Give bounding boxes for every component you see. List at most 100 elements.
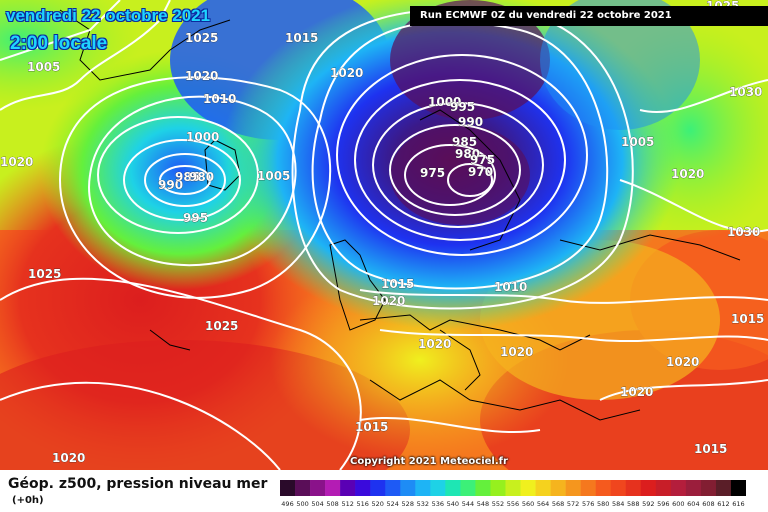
legend-label-512: 512 <box>341 500 353 508</box>
legend-label-576: 576 <box>582 500 594 508</box>
legend-label-496: 496 <box>281 500 293 508</box>
legend-label-568: 568 <box>552 500 564 508</box>
isobar-1000-atl: 1000 <box>186 130 219 144</box>
legend-swatch-572 <box>565 480 581 496</box>
forecast-date: vendredi 22 octobre 2021 <box>6 6 211 25</box>
isobar-1015-north: 1015 <box>285 31 318 45</box>
isobar-1005-east: 1005 <box>621 135 654 149</box>
lead-time: (+0h) <box>12 495 44 506</box>
legend-swatch-568 <box>550 480 566 496</box>
legend-swatch-584 <box>610 480 627 496</box>
forecast-time: 2:00 locale <box>10 33 108 54</box>
field-title: Géop. z500, pression niveau mer <box>8 476 268 492</box>
legend-label-552: 552 <box>492 500 504 508</box>
isobar-1020-west: 1020 <box>0 155 33 169</box>
isobar-1005-atl: 1005 <box>257 169 290 183</box>
low-970-scand: 970 <box>468 165 493 179</box>
legend-label-500: 500 <box>296 500 308 508</box>
isobars <box>0 0 768 470</box>
legend-swatch-516 <box>355 480 371 496</box>
isobar-1020-north: 1020 <box>330 66 363 80</box>
legend-swatch-552 <box>490 480 506 496</box>
legend-swatch-608 <box>700 480 717 496</box>
isobar-1015-se: 1015 <box>694 442 727 456</box>
legend-swatch-508 <box>325 480 341 496</box>
legend-label-532: 532 <box>417 500 429 508</box>
legend-swatch-536 <box>430 480 446 496</box>
legend-swatch-496 <box>280 480 296 496</box>
legend-label-536: 536 <box>432 500 444 508</box>
legend-label-524: 524 <box>387 500 399 508</box>
isobar-975-scand-w: 975 <box>420 166 445 180</box>
color-scale-legend: 496 500 504 508 512 516 520 524 528 532 536 540 544 5… <box>280 480 746 508</box>
isobar-1020-turk: 1020 <box>666 355 699 369</box>
low-990-atl: 990 <box>158 178 183 192</box>
isobar-1010-central: 1010 <box>494 280 527 294</box>
low-980-atl: 980 <box>189 170 214 184</box>
legend-label-540: 540 <box>447 500 459 508</box>
isobar-990-scand: 990 <box>458 115 483 129</box>
isobar-985-scand: 985 <box>452 135 477 149</box>
legend-label-596: 596 <box>657 500 669 508</box>
legend-label-544: 544 <box>462 500 474 508</box>
model-run-info: Run ECMWF 0Z du vendredi 22 octobre 2021 <box>410 6 768 26</box>
legend-label-556: 556 <box>507 500 519 508</box>
isobar-1015-africa: 1015 <box>355 420 388 434</box>
legend-swatch-612 <box>715 480 732 496</box>
legend-label-528: 528 <box>402 500 414 508</box>
legend-label-600: 600 <box>672 500 684 508</box>
isobar-1005-west: 1005 <box>27 60 60 74</box>
isobar-1030-east: 1030 <box>727 225 760 239</box>
isobar-1025-azores: 1025 <box>205 319 238 333</box>
legend-swatch-592 <box>640 480 657 496</box>
legend-label-612: 612 <box>717 500 729 508</box>
legend-label-516: 516 <box>356 500 368 508</box>
legend-swatch-560 <box>520 480 536 496</box>
isobar-980-scand: 980 <box>455 147 480 161</box>
copyright-notice: Copyright 2021 Meteociel.fr <box>350 456 508 467</box>
legend-swatch-564 <box>535 480 551 496</box>
legend-swatch-524 <box>385 480 401 496</box>
legend-swatch-600 <box>670 480 687 496</box>
legend-swatch-588 <box>625 480 642 496</box>
isobar-995-scand: 995 <box>450 100 475 114</box>
isobar-1010-atl: 1010 <box>203 92 236 106</box>
legend-swatch-512 <box>340 480 356 496</box>
legend-label-520: 520 <box>371 500 383 508</box>
isobar-1020-alps: 1020 <box>418 337 451 351</box>
legend-swatch-576 <box>580 480 596 496</box>
legend-label-508: 508 <box>326 500 338 508</box>
legend-swatch-532 <box>415 480 431 496</box>
legend-swatch-528 <box>400 480 416 496</box>
weather-map: 1005 1025 1020 1010 1000 990 985 980 100… <box>0 0 768 470</box>
isobar-1030-ne: 1030 <box>729 85 762 99</box>
isobar-1020-nw: 1020 <box>185 69 218 83</box>
legend-swatch-556 <box>505 480 521 496</box>
isobar-1015-nsea: 1015 <box>381 277 414 291</box>
legend-swatch-548 <box>475 480 491 496</box>
legend-label-504: 504 <box>311 500 323 508</box>
isobar-995-atl: 995 <box>183 211 208 225</box>
isobar-975-scand-e: 975 <box>470 153 495 167</box>
legend-swatch-540 <box>445 480 461 496</box>
legend-label-604: 604 <box>687 500 699 508</box>
legend-label-560: 560 <box>522 500 534 508</box>
low-985-atl: 985 <box>175 170 200 184</box>
legend-label-584: 584 <box>612 500 624 508</box>
isobar-1020-sw: 1020 <box>52 451 85 465</box>
legend-swatch-604 <box>685 480 702 496</box>
legend-label-580: 580 <box>597 500 609 508</box>
legend-swatch-504 <box>310 480 326 496</box>
legend-label-616: 616 <box>732 500 744 508</box>
legend-swatch-500 <box>295 480 311 496</box>
isobar-1025-atl-s: 1025 <box>28 267 61 281</box>
legend-label-572: 572 <box>567 500 579 508</box>
legend-label-592: 592 <box>642 500 654 508</box>
legend-label-548: 548 <box>477 500 489 508</box>
isobar-1015-east: 1015 <box>731 312 764 326</box>
isobar-1025-nw: 1025 <box>185 31 218 45</box>
isobar-1020-fr: 1020 <box>372 294 405 308</box>
isobar-1020-russia: 1020 <box>671 167 704 181</box>
legend-label-608: 608 <box>702 500 714 508</box>
